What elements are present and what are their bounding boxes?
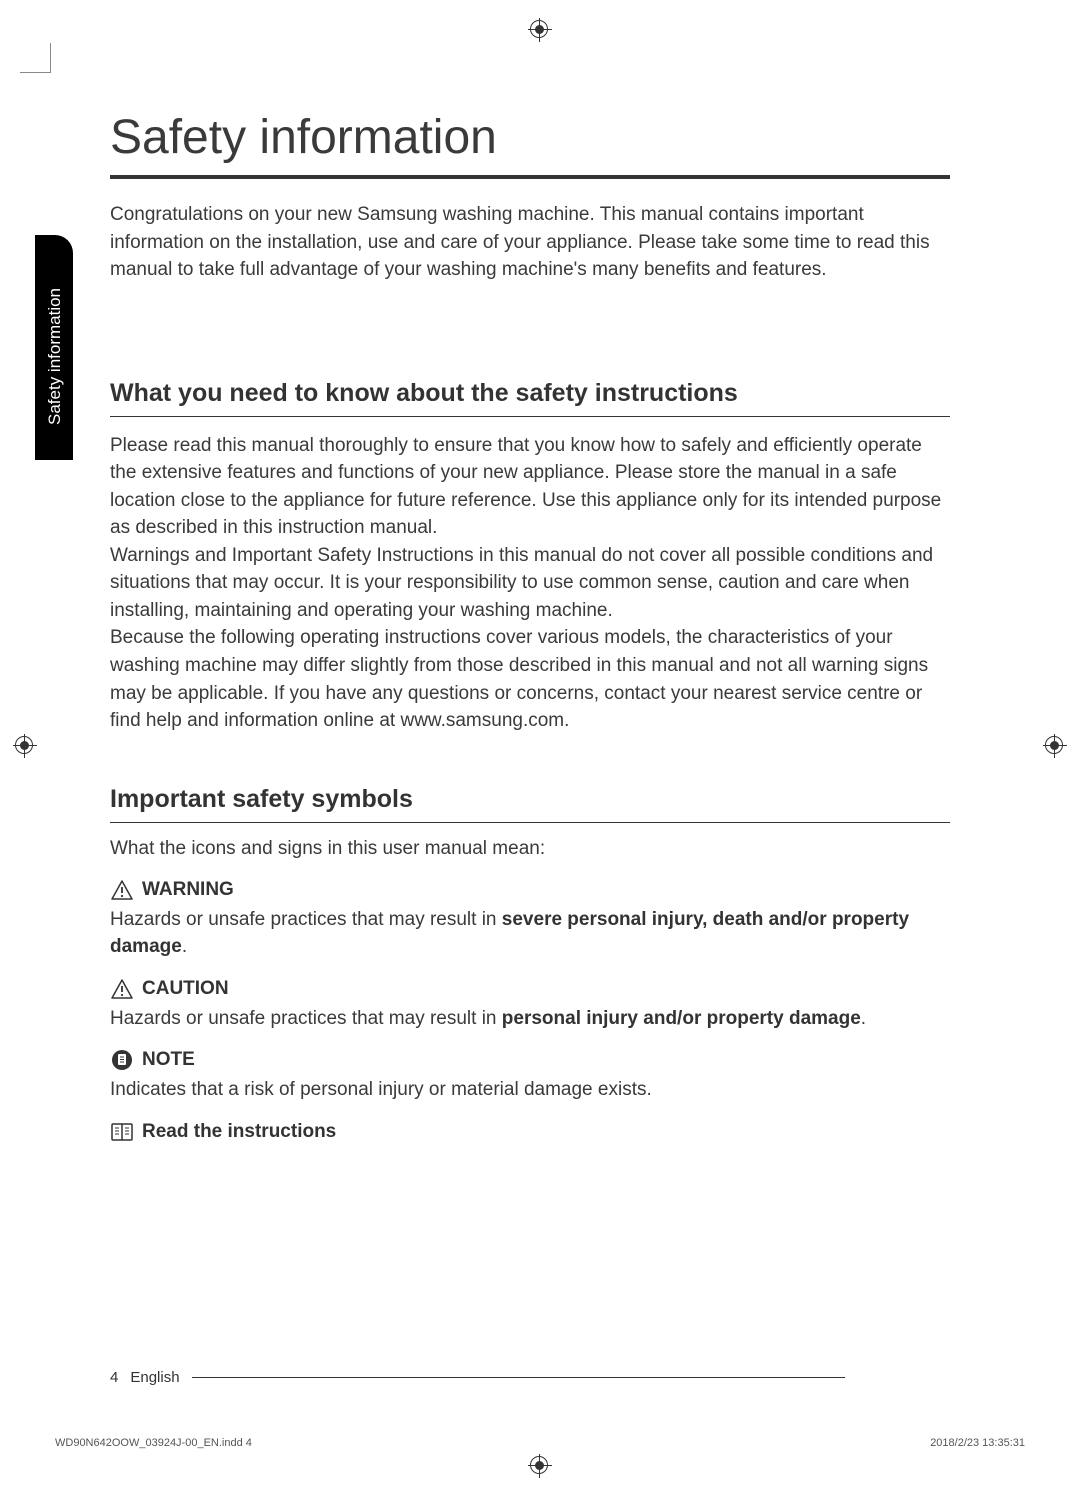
read-header: Read the instructions (110, 1120, 950, 1144)
registration-mark-icon (1045, 736, 1065, 756)
caution-icon (110, 977, 134, 1001)
text: . (861, 1008, 866, 1029)
text: . (182, 936, 187, 957)
page-number: 4 (110, 1369, 118, 1386)
print-timestamp: 2018/2/23 13:35:31 (930, 1437, 1025, 1449)
note-icon (110, 1048, 134, 1072)
text: Hazards or unsafe practices that may res… (110, 1008, 502, 1029)
text-bold: personal injury and/or property damage (502, 1008, 861, 1029)
note-block: NOTE Indicates that a risk of personal i… (110, 1048, 950, 1104)
read-block: Read the instructions (110, 1120, 950, 1144)
section-body: Please read this manual thoroughly to en… (110, 432, 950, 735)
page-footer: 4 English (110, 1369, 845, 1386)
section-heading: Important safety symbols (110, 785, 950, 823)
warning-icon (110, 878, 134, 902)
text: Hazards or unsafe practices that may res… (110, 909, 502, 930)
page-title: Safety information (110, 110, 950, 179)
caution-header: CAUTION (110, 977, 950, 1001)
footer-rule (192, 1377, 845, 1378)
section-heading: What you need to know about the safety i… (110, 379, 950, 417)
read-label: Read the instructions (142, 1121, 336, 1143)
note-header: NOTE (110, 1048, 950, 1072)
caution-label: CAUTION (142, 978, 229, 1000)
note-description: Indicates that a risk of personal injury… (110, 1076, 950, 1104)
crop-mark (20, 72, 50, 74)
print-metadata: WD90N642OOW_03924J-00_EN.indd 4 2018/2/2… (55, 1437, 1025, 1449)
warning-header: WARNING (110, 878, 950, 902)
intro-paragraph: Congratulations on your new Samsung wash… (110, 201, 950, 284)
note-label: NOTE (142, 1049, 195, 1071)
registration-mark-icon (530, 1456, 550, 1476)
warning-description: Hazards or unsafe practices that may res… (110, 906, 950, 961)
section-tab-label: Safety information (45, 265, 65, 425)
registration-mark-icon (530, 20, 550, 40)
warning-label: WARNING (142, 879, 234, 901)
footer-language: English (130, 1369, 179, 1386)
caution-block: CAUTION Hazards or unsafe practices that… (110, 977, 950, 1033)
registration-mark-icon (15, 736, 35, 756)
page-body: Safety information Congratulations on yo… (110, 110, 950, 1160)
symbols-intro: What the icons and signs in this user ma… (110, 838, 950, 860)
warning-block: WARNING Hazards or unsafe practices that… (110, 878, 950, 961)
caution-description: Hazards or unsafe practices that may res… (110, 1005, 950, 1033)
read-instructions-icon (110, 1120, 134, 1144)
print-filename: WD90N642OOW_03924J-00_EN.indd 4 (55, 1437, 252, 1449)
